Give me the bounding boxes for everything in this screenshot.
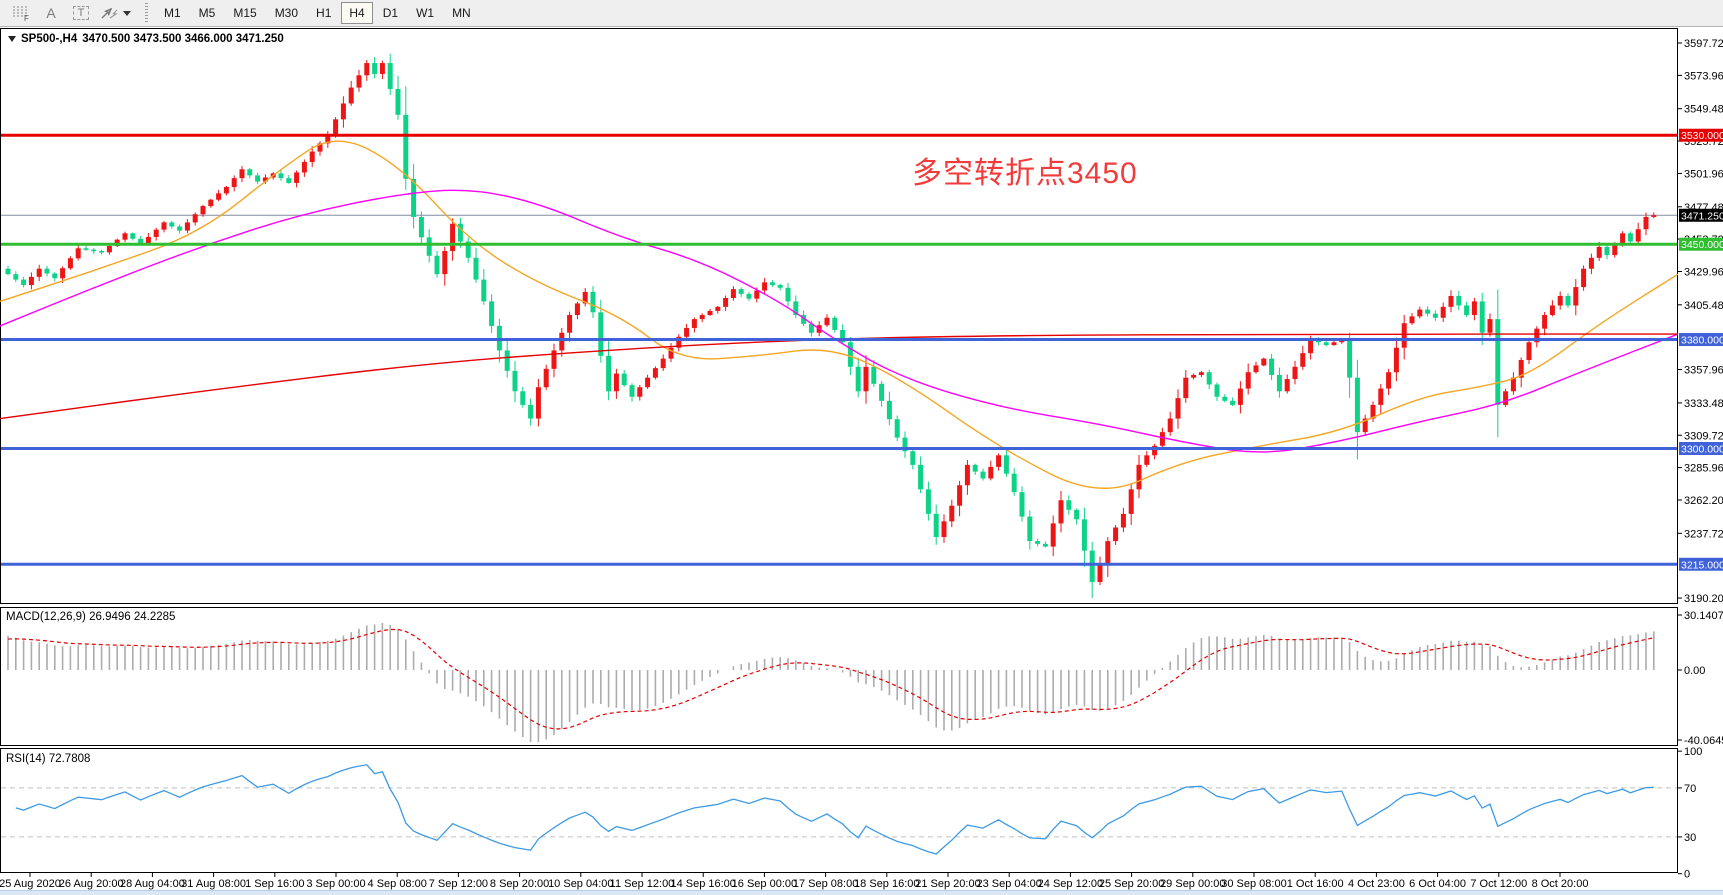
- svg-text:1 Oct 16:00: 1 Oct 16:00: [1287, 878, 1344, 890]
- pane-borders: [0, 28, 1678, 873]
- svg-text:8 Sep 20:00: 8 Sep 20:00: [490, 878, 549, 890]
- svg-text:3309.720: 3309.720: [1684, 430, 1723, 442]
- svg-text:4 Sep 08:00: 4 Sep 08:00: [368, 878, 427, 890]
- svg-text:3450.000: 3450.000: [1681, 239, 1723, 251]
- price-axis[interactable]: 3597.7203573.9603549.4803525.7203501.960…: [1678, 38, 1723, 605]
- timeframe-button-D1[interactable]: D1: [382, 6, 399, 20]
- ohlc-readout: 3470.500 3473.500 3466.000 3471.250: [82, 33, 284, 45]
- slow-ma-line: [0, 189, 1679, 453]
- svg-text:3597.720: 3597.720: [1684, 38, 1723, 50]
- svg-text:3471.250: 3471.250: [1681, 210, 1723, 222]
- svg-text:3190.200: 3190.200: [1684, 593, 1723, 605]
- timeframe-buttons: M1 M5 M15 M30 H1 H4 D1 W1 MN: [155, 2, 480, 24]
- svg-text:10 Sep 04:00: 10 Sep 04:00: [548, 878, 613, 890]
- macd-signal-line: [7, 628, 1654, 730]
- svg-text:100: 100: [1684, 746, 1702, 758]
- text-label-icon[interactable]: A: [46, 5, 56, 21]
- arrows-dropdown-caret[interactable]: [123, 10, 131, 16]
- svg-text:3380.000: 3380.000: [1681, 335, 1723, 347]
- svg-text:29 Sep 00:00: 29 Sep 00:00: [1160, 878, 1225, 890]
- svg-text:30: 30: [1684, 832, 1696, 844]
- svg-text:3549.480: 3549.480: [1684, 104, 1723, 116]
- text-tool-icon[interactable]: T: [66, 2, 96, 24]
- toolbar: F A T M1 M5 M15 M30 H1 H4 D1 W1 MN: [0, 0, 1723, 27]
- horizontal-scroll-strip[interactable]: [0, 890, 1723, 895]
- timeframe-button-MN[interactable]: MN: [452, 6, 471, 20]
- svg-text:26 Aug 20:00: 26 Aug 20:00: [59, 878, 124, 890]
- svg-text:3 Sep 00:00: 3 Sep 00:00: [306, 878, 365, 890]
- svg-text:31 Aug 08:00: 31 Aug 08:00: [181, 878, 246, 890]
- svg-text:3237.720: 3237.720: [1684, 528, 1723, 540]
- svg-text:25 Sep 20:00: 25 Sep 20:00: [1099, 878, 1164, 890]
- timeframe-button-H4[interactable]: H4: [341, 2, 373, 24]
- svg-text:11 Sep 12:00: 11 Sep 12:00: [610, 878, 675, 890]
- timeframe-button-W1[interactable]: W1: [416, 6, 435, 20]
- svg-text:3300.000: 3300.000: [1681, 443, 1723, 455]
- macd-axis[interactable]: 30.1407 0.00 -40.0645: [1678, 610, 1723, 747]
- timeframe-button-H1[interactable]: H1: [316, 6, 332, 20]
- horizontal-level-lines[interactable]: [1, 133, 1677, 566]
- candlesticks[interactable]: [5, 53, 1657, 599]
- chart-annotation-text: 多空转折点3450: [912, 157, 1138, 190]
- line-studies-toolbar: F A T: [6, 2, 134, 24]
- svg-text:14 Sep 16:00: 14 Sep 16:00: [670, 878, 735, 890]
- svg-text:3215.000: 3215.000: [1681, 559, 1723, 571]
- svg-text:0: 0: [1684, 869, 1690, 881]
- svg-text:6 Oct 04:00: 6 Oct 04:00: [1409, 878, 1466, 890]
- svg-text:3262.200: 3262.200: [1684, 495, 1723, 507]
- svg-text:30.1407: 30.1407: [1684, 610, 1723, 622]
- arrows-tool-icon[interactable]: [96, 2, 134, 24]
- long-ma-line: [0, 333, 1678, 420]
- svg-text:24 Sep 12:00: 24 Sep 12:00: [1038, 878, 1103, 890]
- svg-text:3501.960: 3501.960: [1684, 168, 1723, 180]
- rsi-axis[interactable]: 100 70 30 0: [1678, 746, 1702, 881]
- svg-text:3285.960: 3285.960: [1684, 463, 1723, 475]
- svg-text:3333.480: 3333.480: [1684, 398, 1723, 410]
- toolbar-separator: [142, 3, 151, 23]
- svg-text:16 Sep 00:00: 16 Sep 00:00: [732, 878, 797, 890]
- svg-text:3573.960: 3573.960: [1684, 70, 1723, 82]
- svg-text:21 Sep 20:00: 21 Sep 20:00: [915, 878, 980, 890]
- svg-text:3530.000: 3530.000: [1681, 130, 1723, 142]
- svg-text:3405.480: 3405.480: [1684, 300, 1723, 312]
- svg-text:3357.960: 3357.960: [1684, 365, 1723, 377]
- rsi-level-lines: [1, 787, 1677, 838]
- timeframe-button-M1[interactable]: M1: [164, 6, 181, 20]
- svg-text:3429.960: 3429.960: [1684, 266, 1723, 278]
- svg-text:1 Sep 16:00: 1 Sep 16:00: [245, 878, 304, 890]
- symbol-dropdown-icon[interactable]: [8, 36, 16, 42]
- symbol-period-label: SP500-,H4: [21, 33, 78, 45]
- svg-text:7 Sep 12:00: 7 Sep 12:00: [429, 878, 488, 890]
- svg-text:7 Oct 12:00: 7 Oct 12:00: [1470, 878, 1527, 890]
- svg-text:4 Oct 23:00: 4 Oct 23:00: [1348, 878, 1405, 890]
- svg-text:0.00: 0.00: [1684, 665, 1705, 677]
- symbol-title[interactable]: SP500-,H4 3470.500 3473.500 3466.000 347…: [8, 33, 284, 45]
- timeframe-button-M30[interactable]: M30: [274, 6, 299, 20]
- rsi-line: [15, 764, 1654, 855]
- macd-indicator-label: MACD(12,26,9) 26.9496 24.2285: [6, 611, 176, 623]
- svg-text:F: F: [24, 14, 29, 21]
- svg-text:8 Oct 20:00: 8 Oct 20:00: [1532, 878, 1589, 890]
- macd-histogram: [7, 623, 1655, 742]
- fast-ma-line: [0, 140, 1679, 489]
- svg-text:17 Sep 08:00: 17 Sep 08:00: [793, 878, 858, 890]
- svg-text:25 Aug 2020: 25 Aug 2020: [0, 878, 61, 890]
- rsi-indicator-label: RSI(14) 72.7808: [6, 753, 91, 765]
- svg-text:30 Sep 08:00: 30 Sep 08:00: [1221, 878, 1286, 890]
- fibonacci-lines-icon[interactable]: F: [6, 2, 36, 24]
- timeframe-button-M5[interactable]: M5: [198, 6, 216, 20]
- svg-text:70: 70: [1684, 783, 1696, 795]
- timeframe-button-M15[interactable]: M15: [233, 6, 257, 20]
- svg-text:-40.0645: -40.0645: [1684, 735, 1723, 747]
- svg-text:23 Sep 04:00: 23 Sep 04:00: [976, 878, 1041, 890]
- chart-canvas[interactable]: 3597.7203573.9603549.4803525.7203501.960…: [0, 27, 1723, 895]
- svg-text:28 Aug 04:00: 28 Aug 04:00: [120, 878, 185, 890]
- svg-text:18 Sep 16:00: 18 Sep 16:00: [854, 878, 919, 890]
